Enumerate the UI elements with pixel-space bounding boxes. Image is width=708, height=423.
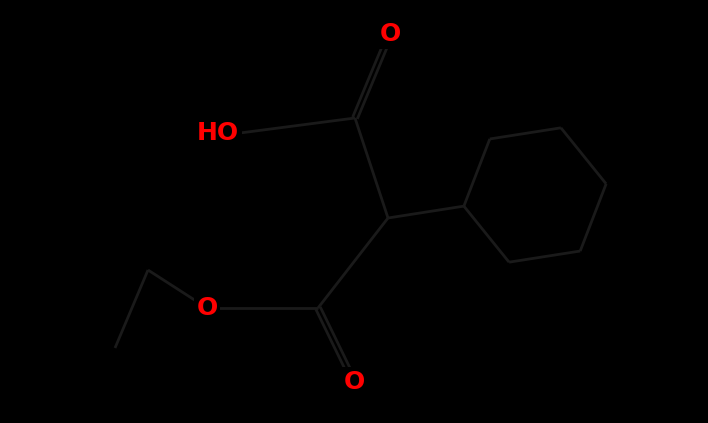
Text: HO: HO: [197, 121, 239, 145]
Text: O: O: [379, 22, 401, 46]
Text: O: O: [343, 370, 365, 394]
Text: O: O: [196, 296, 217, 320]
